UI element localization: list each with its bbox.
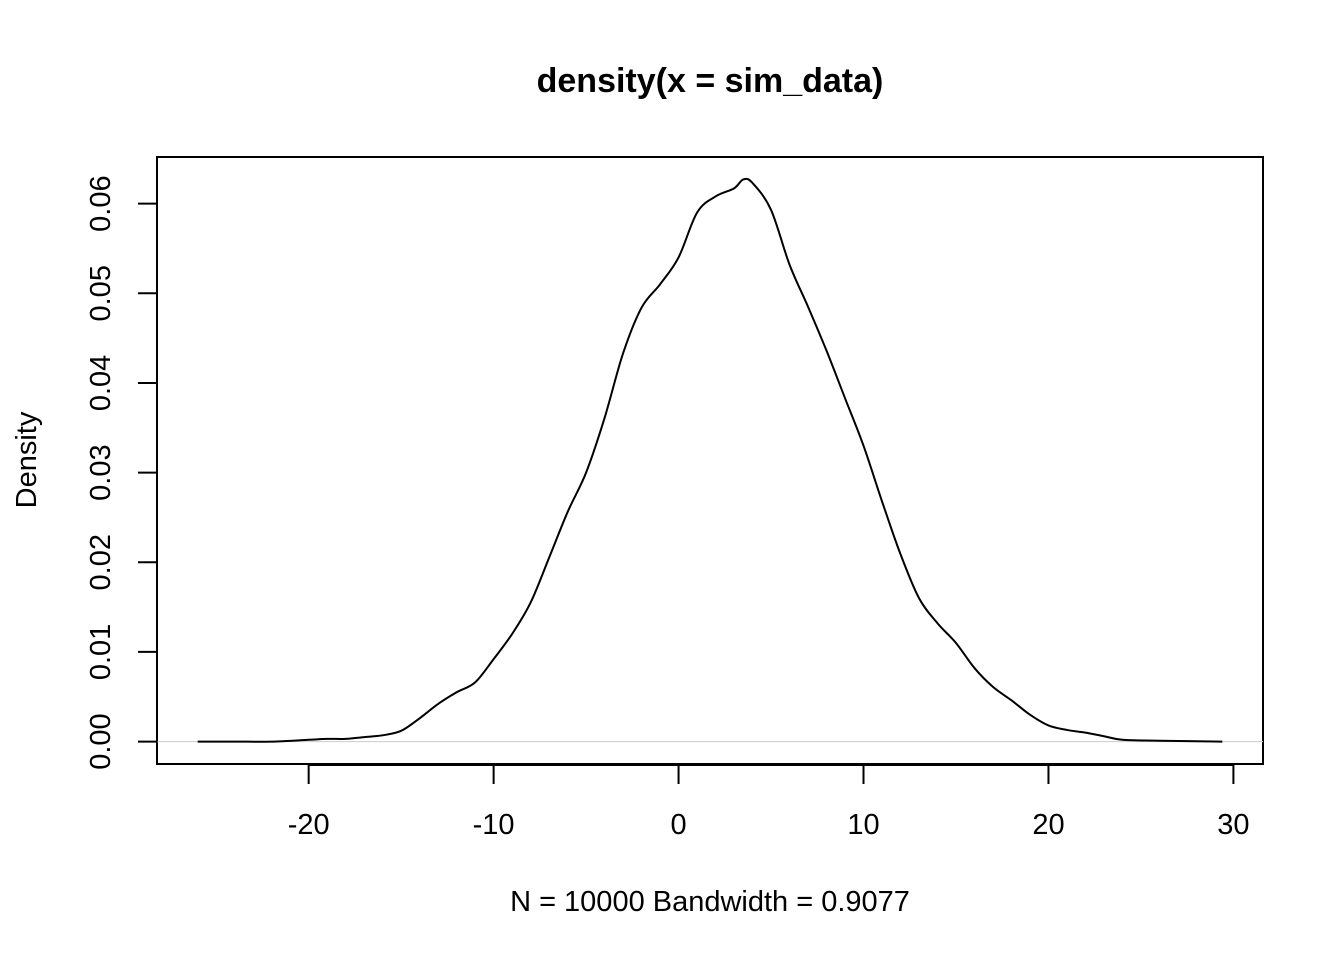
y-axis-label: Density xyxy=(11,411,43,508)
x-tick-label: 20 xyxy=(1032,809,1064,841)
y-axis: 0.00 0.01 0.02 0.03 0.04 0.05 0.06 xyxy=(85,175,158,770)
x-axis-label: N = 10000 Bandwidth = 0.9077 xyxy=(510,886,910,918)
x-tick-label: 30 xyxy=(1217,809,1249,841)
density-curve xyxy=(197,177,1223,743)
x-axis: -20 -10 0 10 20 30 xyxy=(288,764,1250,841)
y-tick-label: 0.01 xyxy=(85,624,117,680)
y-tick-label: 0.00 xyxy=(85,713,117,769)
y-tick-label: 0.04 xyxy=(85,355,117,411)
x-tick-label: 0 xyxy=(670,809,686,841)
y-tick-label: 0.03 xyxy=(85,444,117,500)
plot-frame xyxy=(156,156,1264,765)
y-tick-label: 0.05 xyxy=(85,265,117,321)
chart-title: density(x = sim_data) xyxy=(537,62,884,100)
y-tick-label: 0.02 xyxy=(85,534,117,590)
x-tick-label: 10 xyxy=(847,809,879,841)
y-tick-label: 0.06 xyxy=(85,175,117,231)
x-tick-label: -20 xyxy=(288,809,330,841)
x-tick-label: -10 xyxy=(473,809,515,841)
